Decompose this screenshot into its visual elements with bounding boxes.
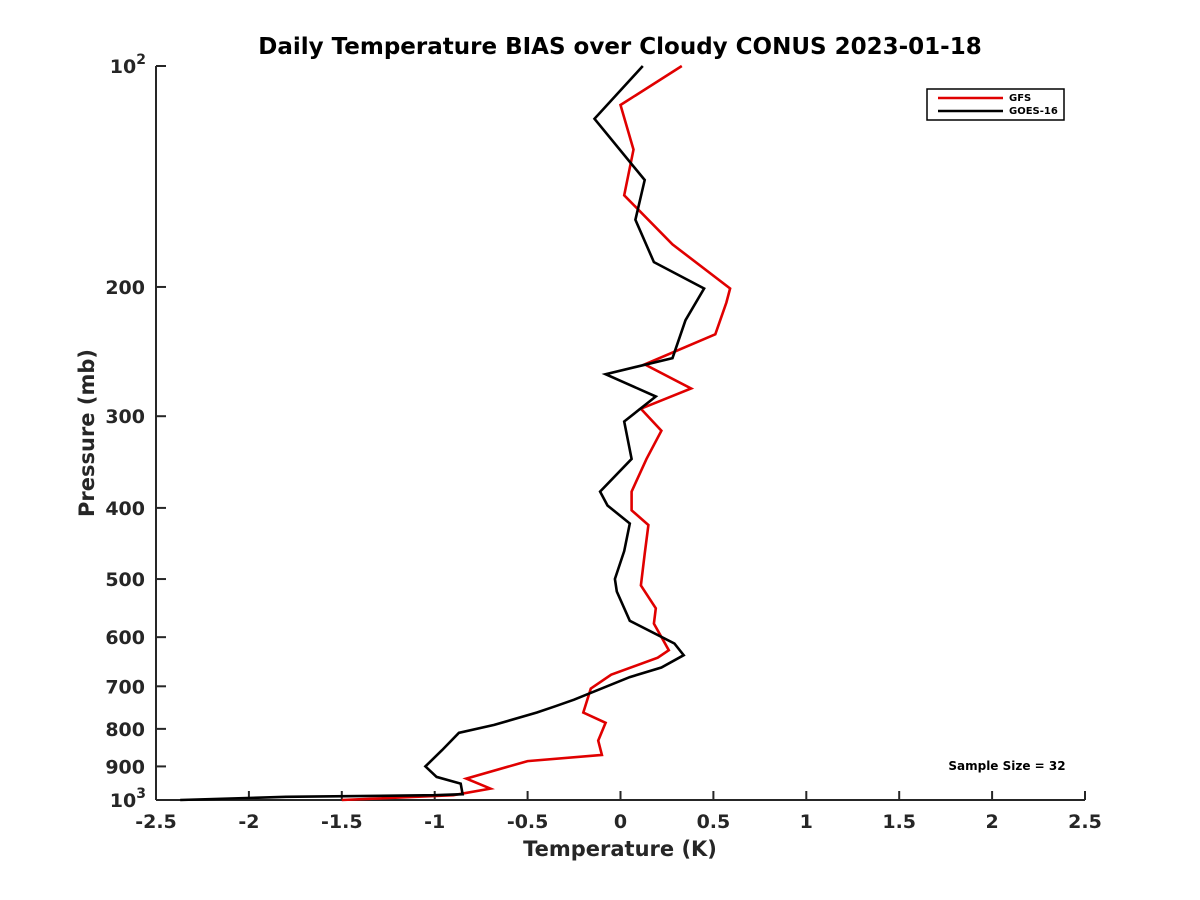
y-tick-label: 103 [110,786,146,812]
series-line-gfs [341,64,732,802]
x-tick-label: -2.5 [135,811,177,833]
x-tick-label: 2 [985,811,998,833]
y-tick-label: 700 [105,676,145,698]
y-tick-label-exponent: 2 [136,52,146,68]
x-tick-label: -0.5 [507,811,549,833]
y-tick-label: 300 [105,406,145,428]
x-tick-label: 1.5 [882,811,916,833]
y-tick-label: 800 [105,719,145,741]
series-lines [180,64,732,802]
legend-label-gfs: GFS [1009,93,1031,104]
y-tick-label: 900 [105,756,145,778]
x-tick-label: 0.5 [697,811,731,833]
y-tick-label-exponent: 3 [136,786,146,802]
x-tick-label: -1.5 [321,811,363,833]
x-tick-label: 1 [800,811,813,833]
sample-size-annotation: Sample Size = 32 [948,759,1065,773]
legend: GFS GOES-16 [926,88,1065,121]
legend-label-goes16: GOES-16 [1009,106,1058,117]
x-tick-label: 0 [614,811,627,833]
x-axis-ticks: -2.5 -2 -1.5 -1 -0.5 0 0.5 1 1.5 2 2.5 [135,791,1102,833]
y-tick-label-base: 10 [110,56,136,78]
x-axis-label: Temperature (K) [523,837,717,861]
plot-area [155,66,1085,801]
y-tick-label: 500 [105,569,145,591]
x-tick-label: 2.5 [1068,811,1102,833]
series-line-goes16 [180,65,706,802]
y-tick-label: 400 [105,498,145,520]
y-tick-label: 600 [105,627,145,649]
x-tick-label: -1 [424,811,445,833]
y-axis-label: Pressure (mb) [75,349,99,517]
legend-box [926,88,1065,121]
y-tick-label-base: 10 [110,790,136,812]
chart-title: Daily Temperature BIAS over Cloudy CONUS… [258,34,981,60]
x-tick-label: -2 [238,811,259,833]
y-tick-label: 102 [110,52,146,78]
y-tick-label: 200 [105,277,145,299]
